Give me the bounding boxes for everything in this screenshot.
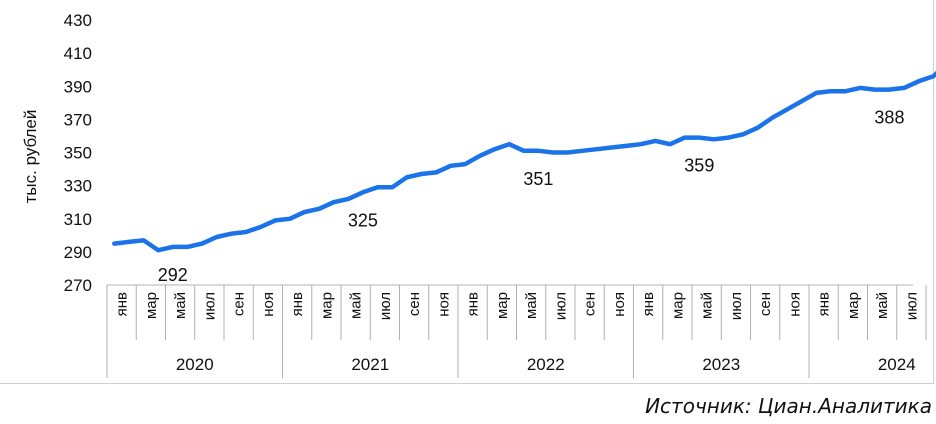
y-tick-label: 270	[64, 276, 92, 295]
chart-frame	[0, 0, 934, 384]
y-tick-label: 410	[64, 44, 92, 63]
x-tick-label: июл	[903, 292, 920, 320]
data-label: 359	[684, 156, 714, 176]
x-tick-label: июл	[201, 292, 218, 320]
y-tick-label: 370	[64, 110, 92, 129]
x-tick-label: сен	[933, 292, 936, 316]
y-tick-label: 290	[64, 243, 92, 262]
data-labels: 292325351359388419399	[158, 108, 905, 285]
x-tick-label: ноя	[611, 292, 628, 317]
data-label: 325	[348, 210, 378, 230]
x-tick-label: сен	[231, 292, 248, 316]
x-tick-label: июл	[552, 292, 569, 320]
x-tick-label: мар	[845, 292, 862, 319]
data-label: 292	[158, 265, 188, 285]
x-tick-label: янв	[816, 292, 833, 316]
line-chart: 270 290 310 330 350 370 390 410 430 тыс. рублей я…	[21, 11, 936, 378]
x-tick-label: май	[172, 292, 189, 319]
x-tick-label: мар	[143, 292, 160, 319]
year-label: 2021	[351, 355, 389, 374]
y-tick-label: 310	[64, 210, 92, 229]
x-tick-label: янв	[640, 292, 657, 316]
y-tick-label: 330	[64, 177, 92, 196]
data-label: 388	[874, 108, 904, 128]
y-tick-label: 390	[64, 77, 92, 96]
data-label: 351	[523, 169, 553, 189]
x-tick-label: май	[874, 292, 891, 319]
y-tick-label: 430	[64, 11, 92, 30]
x-tick-label: мар	[669, 292, 686, 319]
x-tick-label: июл	[728, 292, 745, 320]
x-tick-label: мар	[318, 292, 335, 319]
year-label: 2024	[878, 355, 916, 374]
x-tick-label: май	[699, 292, 716, 319]
x-tick-label: сен	[406, 292, 423, 316]
x-tick-label: янв	[114, 292, 131, 316]
series-line	[112, 70, 936, 253]
x-tick-label: ноя	[786, 292, 803, 317]
x-tick-label: мар	[494, 292, 511, 319]
y-tick-label: 350	[64, 144, 92, 163]
year-label: 2020	[176, 355, 214, 374]
y-axis-title: тыс. рублей	[21, 110, 40, 204]
x-tick-label: сен	[582, 292, 599, 316]
x-tick-label: ноя	[260, 292, 277, 317]
y-axis: 270 290 310 330 350 370 390 410 430 тыс. рублей	[21, 11, 92, 295]
year-label: 2023	[702, 355, 740, 374]
x-tick-label: июл	[377, 292, 394, 320]
x-tick-label: сен	[757, 292, 774, 316]
year-label: 2022	[527, 355, 565, 374]
source-note: Источник: Циан.Аналитика	[645, 394, 932, 418]
x-tick-label: янв	[465, 292, 482, 316]
x-tick-label: ноя	[435, 292, 452, 317]
plot-area	[112, 70, 936, 253]
x-tick-label: янв	[289, 292, 306, 316]
x-tick-label: май	[348, 292, 365, 319]
x-tick-label: май	[523, 292, 540, 319]
